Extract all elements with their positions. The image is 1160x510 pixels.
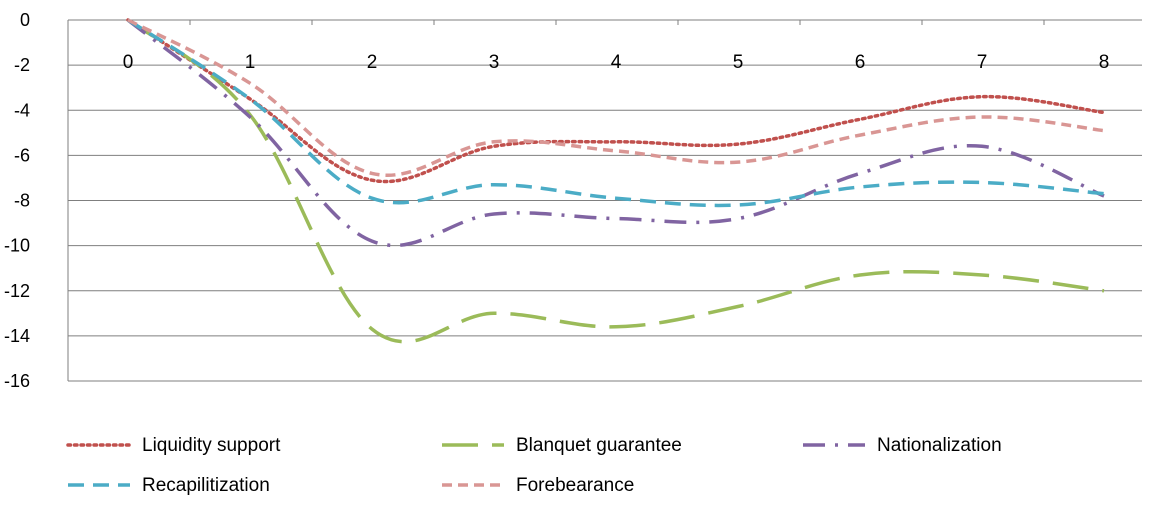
y-tick-label: -16 <box>4 371 30 391</box>
legend-label: Nationalization <box>877 435 1002 456</box>
y-tick-label: -14 <box>4 326 30 346</box>
legend-item: Forebearance <box>442 475 634 496</box>
x-tick-label: 4 <box>611 52 622 73</box>
x-tick-label: 6 <box>855 52 866 73</box>
legend-item: Blanquet guarantee <box>442 435 682 456</box>
series-line-nationalization <box>126 18 1105 248</box>
legend-label: Recapilitization <box>142 475 270 496</box>
legend-item: Liquidity support <box>66 435 281 456</box>
x-tick-label: 3 <box>489 52 500 73</box>
x-axis-tick-labels: 0 1 2 3 4 5 6 7 8 <box>123 52 1110 73</box>
legend-item: Recapilitization <box>68 475 270 496</box>
legend-label: Forebearance <box>516 475 634 496</box>
axes <box>67 20 1045 381</box>
series-line-forebearance <box>127 18 1105 177</box>
legend-label: Liquidity support <box>142 435 281 456</box>
gridlines <box>68 19 1142 382</box>
x-tick-label: 8 <box>1099 52 1110 73</box>
y-tick-label: 0 <box>20 10 30 30</box>
series-line-blanquet-guarantee <box>126 18 1105 344</box>
y-axis-tick-labels: 0 -2 -4 -6 -8 -10 -12 -14 -16 <box>4 10 30 391</box>
y-tick-label: -8 <box>14 191 30 211</box>
y-tick-label: -4 <box>14 100 30 120</box>
series-line-liquidity-support <box>126 18 1106 184</box>
series-lines <box>126 18 1106 344</box>
y-tick-label: -2 <box>14 55 30 75</box>
y-tick-label: -12 <box>4 281 30 301</box>
x-tick-label: 2 <box>367 52 378 73</box>
legend-item: Nationalization <box>803 435 1002 456</box>
x-tick-label: 5 <box>733 52 744 73</box>
y-tick-label: -10 <box>4 236 30 256</box>
x-tick-label: 0 <box>123 52 134 73</box>
y-tick-label: -6 <box>14 145 30 165</box>
legend: Liquidity support Blanquet guarantee Natio… <box>66 435 1002 496</box>
x-tick-label: 7 <box>977 52 988 73</box>
legend-label: Blanquet guarantee <box>516 435 682 456</box>
x-tick-label: 1 <box>245 52 256 73</box>
series-line-recapilitization <box>127 18 1105 208</box>
